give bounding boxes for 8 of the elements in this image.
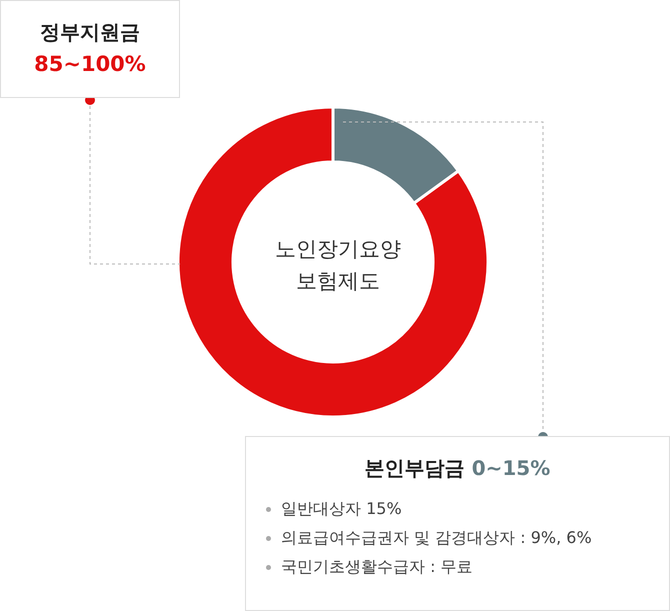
text: 일반대상자 15%	[280, 498, 403, 520]
slice-label: 정부지원금	[39, 19, 141, 46]
data-label: 0~15%	[472, 456, 550, 480]
text: 국민기초생활수급자 : 무료	[280, 556, 474, 578]
slice-label: 본인부담금	[364, 456, 465, 480]
text: 의료급여수급권자 및 감경대상자 : 9%, 6%	[280, 527, 593, 549]
text: 노인장기요양 보험제도	[275, 237, 401, 293]
data-label: 85~100%	[33, 52, 147, 76]
